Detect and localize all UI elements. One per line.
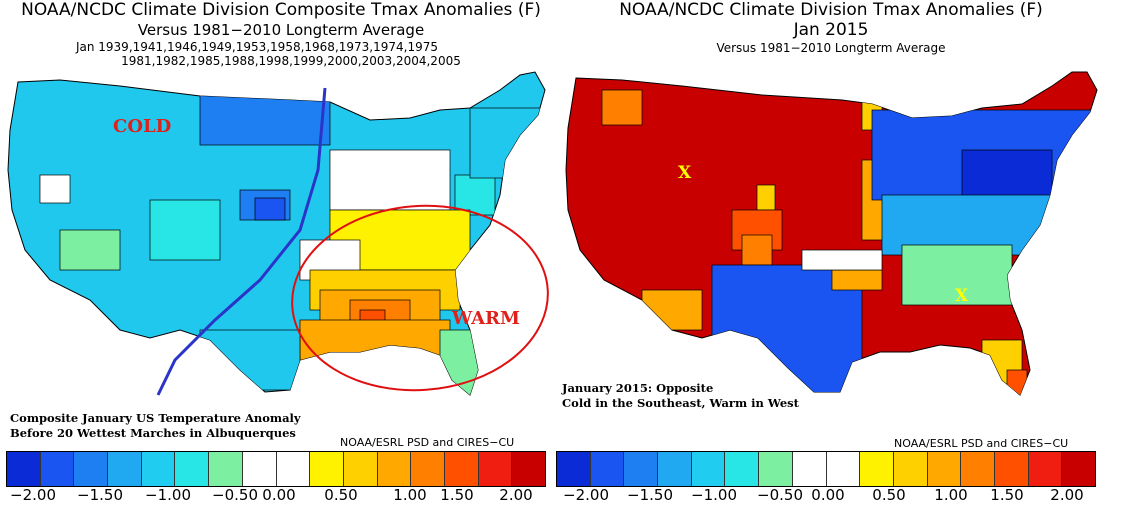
- warm-region-circle: [291, 204, 549, 392]
- colorbar-swatch: [590, 452, 625, 486]
- composite-tick: −2.00: [10, 486, 56, 504]
- composite-tick: 0.00: [262, 486, 296, 504]
- colorbar-swatch: [444, 452, 479, 486]
- colorbar-swatch: [478, 452, 513, 486]
- jan2015-us-map: X X: [565, 71, 1098, 396]
- colorbar-swatch: [860, 452, 894, 486]
- colorbar-swatch: [209, 452, 243, 486]
- divider-line: [156, 87, 327, 396]
- composite-anomaly-panel: NOAA/NCDC Climate Division Composite Tma…: [6, 0, 549, 504]
- composite-caption-line1: Composite January US Temperature Anomaly: [10, 411, 301, 425]
- jan2015-tick: 1.00: [934, 486, 968, 504]
- colorbar-swatch: [994, 452, 1029, 486]
- colorbar-swatch: [826, 452, 861, 486]
- composite-tick: 1.00: [393, 486, 427, 504]
- colorbar-swatch: [7, 452, 41, 486]
- composite-us-map: COLD WARM: [7, 71, 549, 396]
- composite-years-line1: Jan 1939,1941,1946,1949,1953,1958,1968,1…: [75, 40, 439, 54]
- jan2015-reference: Versus 1981−2010 Longterm Average: [716, 41, 946, 55]
- jan2015-tick: 1.50: [990, 486, 1024, 504]
- colorbar-swatch: [512, 452, 545, 486]
- colorbar-swatch: [411, 452, 445, 486]
- cold-annotation: COLD: [113, 116, 171, 137]
- colorbar-swatch: [108, 452, 142, 486]
- jan2015-caption-line1: January 2015: Opposite: [562, 381, 714, 395]
- colorbar-swatch: [40, 452, 75, 486]
- colorbar-swatch: [276, 452, 311, 486]
- colorbar-swatch: [1028, 452, 1063, 486]
- composite-subtitle: Versus 1981−2010 Longterm Average: [137, 21, 425, 39]
- composite-tick: −0.50: [212, 486, 258, 504]
- jan2015-tick: 2.00: [1050, 486, 1084, 504]
- composite-tick: 2.00: [499, 486, 533, 504]
- colorbar-swatch: [792, 452, 827, 486]
- composite-caption: Composite January US Temperature Anomaly…: [10, 411, 301, 441]
- jan2015-tick: −0.50: [757, 486, 803, 504]
- jan2015-tick: 0.50: [872, 486, 906, 504]
- jan2015-tick: −2.00: [563, 486, 609, 504]
- colorbar-swatch: [141, 452, 176, 486]
- colorbar-swatch: [927, 452, 962, 486]
- colorbar-swatch: [961, 452, 995, 486]
- jan2015-anomaly-panel: NOAA/NCDC Climate Division Tmax Anomalie…: [556, 0, 1124, 506]
- colorbar-swatch: [759, 452, 793, 486]
- colorbar-swatch: [310, 452, 344, 486]
- jan2015-credit: NOAA/ESRL PSD and CIRES−CU: [894, 437, 1069, 450]
- colorbar-swatch: [725, 452, 760, 486]
- composite-tick: 0.50: [324, 486, 358, 504]
- jan2015-tick: −1.00: [691, 486, 737, 504]
- composite-tick: 1.50: [440, 486, 474, 504]
- colorbar-swatch: [1062, 452, 1095, 486]
- jan2015-subtitle: Jan 2015: [793, 20, 869, 40]
- composite-tick: −1.00: [145, 486, 191, 504]
- colorbar-swatch: [242, 452, 277, 486]
- west-marker: X: [678, 163, 692, 183]
- colorbar-swatch: [624, 452, 659, 486]
- composite-tick: −1.50: [77, 486, 123, 504]
- jan2015-tick: 0.00: [811, 486, 845, 504]
- jan2015-caption-line2: Cold in the Southeast, Warm in West: [562, 396, 799, 410]
- composite-colorbar: [6, 451, 546, 487]
- colorbar-swatch: [557, 452, 591, 486]
- colorbar-swatch: [377, 452, 412, 486]
- colorbar-swatch: [343, 452, 378, 486]
- jan2015-tick: −1.50: [627, 486, 673, 504]
- jan2015-title: NOAA/NCDC Climate Division Tmax Anomalie…: [619, 0, 1043, 20]
- colorbar-swatch: [691, 452, 726, 486]
- warm-annotation: WARM: [451, 308, 520, 329]
- colorbar-swatch: [658, 452, 692, 486]
- composite-caption-line2: Before 20 Wettest Marches in Albuquerque…: [10, 426, 296, 440]
- colorbar-swatch: [175, 452, 210, 486]
- composite-years-line2: 1981,1982,1985,1988,1998,1999,2000,2003,…: [121, 54, 461, 68]
- colorbar-swatch: [893, 452, 928, 486]
- composite-title: NOAA/NCDC Climate Division Composite Tma…: [21, 0, 541, 20]
- composite-credit: NOAA/ESRL PSD and CIRES−CU: [340, 436, 515, 449]
- colorbar-swatch: [74, 452, 109, 486]
- southeast-marker: X: [955, 286, 969, 306]
- jan2015-caption: January 2015: Opposite Cold in the South…: [562, 381, 799, 411]
- jan2015-colorbar: [556, 451, 1096, 487]
